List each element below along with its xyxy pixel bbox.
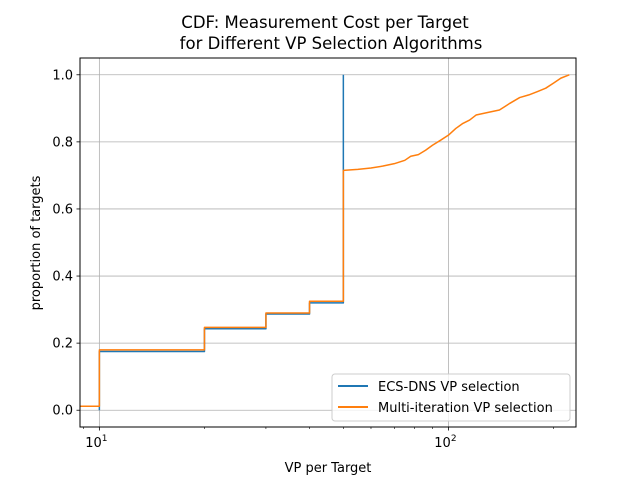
grid (80, 58, 576, 427)
legend-label-ecs-dns: ECS-DNS VP selection (378, 380, 520, 395)
x-tick-label-base: 10 (85, 436, 102, 451)
y-axis-label: proportion of targets (29, 175, 44, 310)
legend-box (331, 373, 571, 422)
plot-frame (79, 57, 577, 428)
legend-label-multi-iteration: Multi-iteration VP selection (378, 401, 553, 416)
series-line-0 (98, 74, 345, 411)
y-tick-label: 0.8 (52, 135, 73, 150)
y-tick-label: 0.0 (52, 404, 73, 419)
x-axis-label: VP per Target (285, 461, 372, 476)
chart-title-line2: for Different VP Selection Algorithms (180, 34, 483, 53)
y-tick-label: 1.0 (52, 68, 73, 83)
y-tick-label: 0.4 (52, 270, 73, 285)
x-tick-label-exponent: 2 (451, 434, 457, 444)
x-tick-label: 102 (434, 434, 456, 451)
legend: ECS-DNS VP selection Multi-iteration VP … (331, 373, 571, 422)
series-lines (80, 74, 570, 411)
series-line-1 (80, 74, 570, 407)
x-tick-label: 101 (85, 434, 107, 451)
y-tick-label: 0.2 (52, 337, 73, 352)
x-tick-label-base: 10 (434, 436, 451, 451)
y-tick-label: 0.6 (52, 202, 73, 217)
chart-title-line1: CDF: Measurement Cost per Target (181, 13, 469, 32)
x-tick-label-exponent: 1 (102, 434, 108, 444)
